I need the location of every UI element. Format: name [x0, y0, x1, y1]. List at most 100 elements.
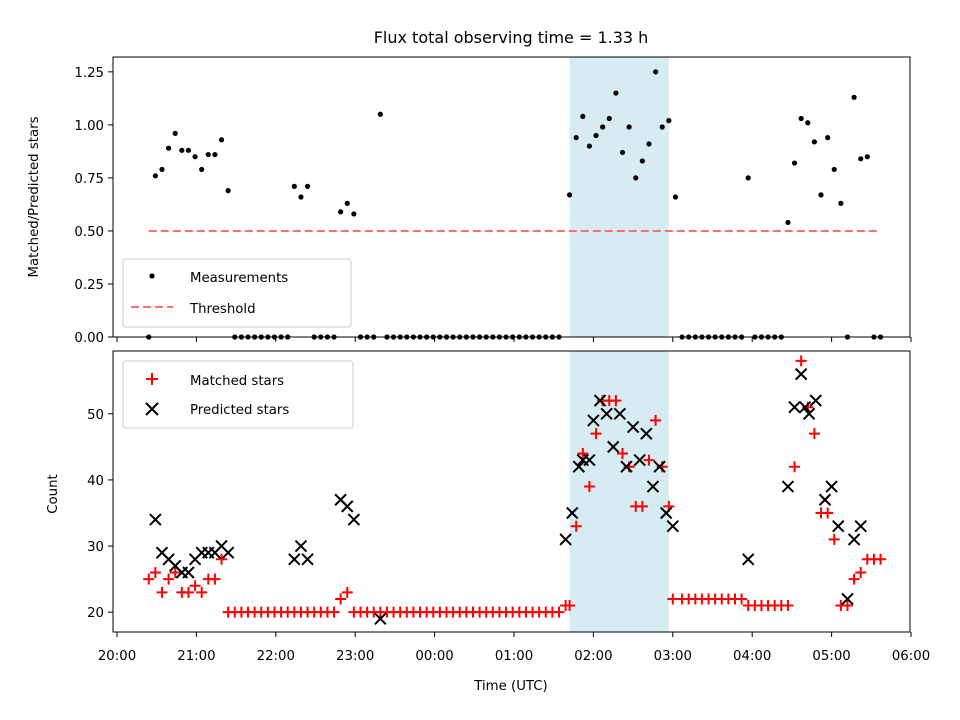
- top-y-tick-label: 0.00: [74, 331, 104, 346]
- bottom-legend-box: [122, 360, 354, 429]
- bottom-y-tick-label: 30: [87, 540, 104, 555]
- matched-star-point: [169, 566, 181, 578]
- measurement-point: [218, 137, 225, 143]
- observing-window-shade-top: [569, 57, 669, 337]
- measurement-point: [639, 158, 645, 164]
- predicted-star-point: [640, 427, 653, 440]
- x-tick-label: 06:00: [892, 649, 930, 664]
- matched-star-point: [875, 553, 887, 565]
- bottom-y-axis-label: Count: [46, 474, 61, 514]
- measurement-point: [291, 183, 297, 189]
- predicted-star-point: [825, 480, 838, 493]
- x-tick-label: 23:00: [336, 649, 374, 664]
- legend-label-matched: Matched stars: [190, 374, 284, 389]
- top-y-ticks: 0.00 0.25 0.50 0.75 1.00 1.25: [74, 66, 113, 346]
- predicted-star-point: [587, 414, 600, 427]
- matched-star-point: [736, 593, 748, 605]
- bottom-legend: Matched stars Predicted stars: [122, 360, 354, 429]
- matched-star-point: [341, 586, 353, 598]
- measurement-point: [338, 209, 344, 215]
- matched-star-point: [650, 414, 662, 426]
- matched-star-point: [156, 586, 168, 598]
- predicted-star-point: [802, 407, 816, 421]
- measurement-point: [785, 219, 791, 226]
- predicted-star-point: [847, 533, 861, 546]
- measurement-point: [172, 130, 178, 136]
- matched-star-point: [209, 573, 221, 585]
- measurement-point: [185, 147, 192, 153]
- measurement-point: [566, 192, 573, 198]
- measurement-point: [659, 124, 665, 130]
- bottom-y-tick-label: 50: [87, 408, 104, 423]
- matched-star-point: [828, 533, 840, 545]
- matched-star-point: [795, 355, 807, 367]
- predicted-star-point: [583, 453, 596, 467]
- predicted-star-point: [301, 553, 314, 566]
- measurement-point: [573, 135, 579, 141]
- matched-star-point: [822, 507, 834, 519]
- matched-star-point: [553, 606, 565, 618]
- measurement-point: [298, 194, 304, 200]
- predicted-star-point: [347, 513, 361, 526]
- measurement-point: [818, 192, 824, 198]
- predicted-star-point: [841, 592, 854, 606]
- bottom-panel: 20 30 40 50 20:00 21:00 22:00 23:00 00:00 01:00 0…: [46, 350, 930, 694]
- matched-star-point: [590, 428, 602, 440]
- x-tick-label: 01:00: [495, 649, 533, 664]
- top-panel: 0.00 0.25 0.50 0.75 1.00 1.25 Matched/Predict…: [27, 56, 912, 346]
- measurement-point: [851, 94, 857, 100]
- x-axis-label: Time (UTC): [473, 679, 548, 694]
- measurement-point: [586, 143, 593, 149]
- measurement-point: [159, 166, 165, 173]
- predicted-star-point: [633, 453, 646, 467]
- x-tick-label: 20:00: [98, 649, 136, 664]
- x-tick-label: 02:00: [574, 649, 612, 664]
- matched-star-point: [189, 580, 201, 592]
- predicted-star-point: [182, 566, 195, 579]
- top-y-tick-label: 0.25: [74, 278, 104, 293]
- matched-star-point: [163, 573, 175, 585]
- measurement-point: [633, 175, 639, 181]
- measurement-point: [205, 151, 211, 158]
- measurement-point: [225, 188, 231, 194]
- predicted-star-point: [593, 394, 607, 407]
- predicted-star-point: [832, 520, 845, 533]
- predicted-star-point: [653, 460, 666, 473]
- matched-star-point: [328, 606, 340, 618]
- bottom-y-ticks: 20 30 40 50: [87, 408, 113, 621]
- predicted-star-point: [288, 553, 301, 566]
- x-tick-label: 04:00: [733, 649, 771, 664]
- measurement-point: [600, 124, 606, 130]
- predicted-star-point: [374, 612, 387, 625]
- measurement-point: [838, 200, 844, 206]
- predicted-star-point: [794, 367, 808, 381]
- top-legend-box: [122, 258, 352, 328]
- x-tick-label: 22:00: [257, 649, 295, 664]
- top-axes-frame: [112, 56, 911, 338]
- measurement-point: [351, 211, 357, 217]
- predicted-star-point: [149, 513, 162, 526]
- observing-window-shade-bottom: [569, 351, 669, 632]
- measurement-point: [825, 135, 831, 141]
- measurement-point: [179, 147, 185, 153]
- legend-label-predicted: Predicted stars: [190, 403, 289, 418]
- measurement-point: [652, 69, 659, 75]
- measurement-point: [152, 173, 158, 179]
- legend-label-measurements: Measurements: [190, 271, 288, 286]
- measurement-point: [791, 160, 798, 166]
- measurement-point: [344, 200, 350, 206]
- bottom-y-tick-label: 40: [87, 474, 104, 489]
- measurement-point: [192, 154, 198, 160]
- top-y-tick-label: 0.75: [74, 172, 104, 187]
- predicted-star-point: [600, 407, 613, 421]
- predicted-star-markers: [149, 367, 867, 625]
- legend-label-threshold: Threshold: [189, 302, 256, 317]
- matched-star-point: [570, 520, 582, 532]
- predicted-star-point: [626, 420, 640, 434]
- top-x-ticks: [116, 337, 912, 342]
- measurement-point: [811, 139, 817, 145]
- measurement-point: [166, 145, 172, 151]
- legend-plus-marker: [146, 373, 158, 385]
- measurement-point: [606, 115, 612, 122]
- matched-star-point: [143, 573, 155, 585]
